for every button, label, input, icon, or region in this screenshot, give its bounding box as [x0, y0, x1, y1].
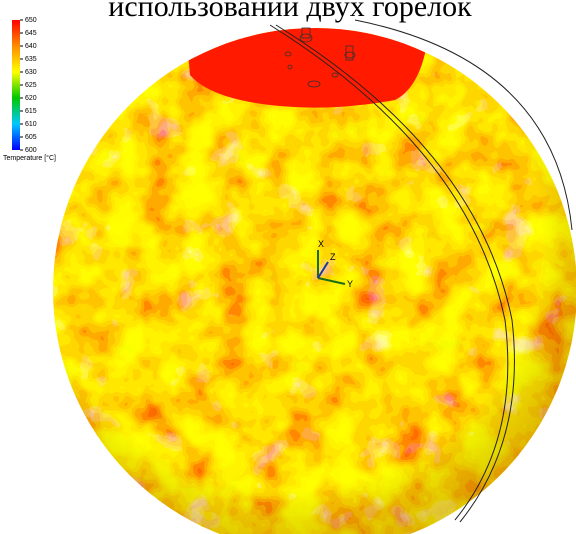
- legend-tick-label: 615: [25, 108, 37, 115]
- axis-z: Z: [330, 252, 336, 262]
- legend-tick-label: 635: [25, 56, 37, 63]
- color-bar: [12, 20, 20, 150]
- legend-tick-label: 605: [25, 134, 37, 141]
- legend-title: Temperature [°C]: [3, 154, 56, 162]
- legend-tick-label: 600: [25, 147, 37, 154]
- axis-x: X: [318, 239, 324, 249]
- legend-tick-label: 620: [25, 95, 37, 102]
- legend-tick-label: 645: [25, 30, 37, 37]
- legend-tick-label: 610: [25, 121, 37, 128]
- legend-tick-label: 650: [25, 17, 37, 24]
- caption: использовании двух горелок: [108, 0, 472, 23]
- legend-tick-label: 630: [25, 69, 37, 76]
- legend: Temperature [°C] 650 645 640 635 630 625 620 61…: [3, 17, 56, 162]
- axis-y: Y: [347, 279, 353, 289]
- legend-tick-label: 625: [25, 82, 37, 89]
- screenshot: использовании двух горелок X Y Z Tempera…: [0, 0, 576, 534]
- legend-tick-label: 640: [25, 43, 37, 50]
